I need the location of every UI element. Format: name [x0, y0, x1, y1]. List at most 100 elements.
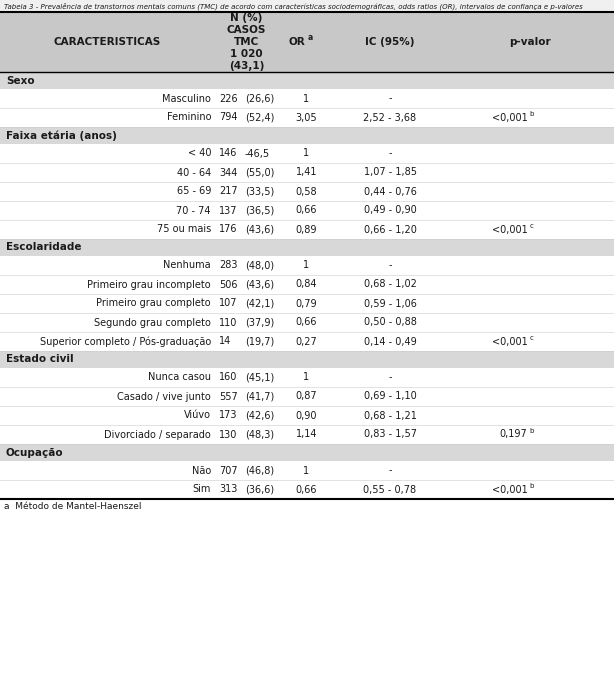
Bar [0, 480, 614, 499]
Text: Feminino: Feminino [166, 112, 211, 122]
Bar [0, 0, 614, 12]
Text: Sim: Sim [193, 484, 211, 494]
Text: Escolaridade: Escolaridade [6, 243, 82, 252]
Bar [0, 144, 614, 163]
Text: 0,59 - 1,06: 0,59 - 1,06 [363, 299, 416, 309]
Text: b: b [529, 111, 534, 117]
Text: c: c [529, 223, 534, 229]
Text: (37,9): (37,9) [245, 318, 274, 328]
Text: 506: 506 [219, 279, 238, 290]
Text: 0,79: 0,79 [296, 299, 317, 309]
Text: 176: 176 [219, 224, 238, 235]
Text: OR: OR [289, 37, 306, 47]
Text: (41,7): (41,7) [245, 392, 274, 401]
Text: 217: 217 [219, 186, 238, 197]
Text: (46,8): (46,8) [245, 466, 274, 475]
Text: 40 - 64: 40 - 64 [177, 167, 211, 177]
Text: < 40: < 40 [187, 148, 211, 158]
Text: 1: 1 [303, 466, 309, 475]
Text: 557: 557 [219, 392, 238, 401]
Text: b: b [529, 483, 534, 489]
Text: a: a [308, 33, 313, 41]
Text: Primeiro grau completo: Primeiro grau completo [96, 299, 211, 309]
Bar [0, 461, 614, 480]
Text: Divorciado / separado: Divorciado / separado [104, 430, 211, 439]
Bar [0, 163, 614, 182]
Text: Faixa etária (anos): Faixa etária (anos) [6, 131, 117, 141]
Text: 0,55 - 0,78: 0,55 - 0,78 [363, 484, 416, 494]
Text: 1: 1 [303, 148, 309, 158]
Text: Sexo: Sexo [6, 75, 34, 86]
Text: 0,83 - 1,57: 0,83 - 1,57 [363, 430, 416, 439]
Text: IC (95%): IC (95%) [365, 37, 414, 47]
Text: 0,90: 0,90 [296, 411, 317, 420]
Text: 344: 344 [219, 167, 238, 177]
Text: 146: 146 [219, 148, 238, 158]
Bar [0, 406, 614, 425]
Text: 1,07 - 1,85: 1,07 - 1,85 [363, 167, 416, 177]
Text: -: - [388, 466, 392, 475]
Text: Ocupação: Ocupação [6, 447, 64, 458]
Text: c: c [529, 335, 534, 341]
Text: Viúvo: Viúvo [184, 411, 211, 420]
Text: Segundo grau completo: Segundo grau completo [94, 318, 211, 328]
Text: (42,6): (42,6) [245, 411, 274, 420]
Text: 0,66: 0,66 [296, 205, 317, 216]
Text: 0,49 - 0,90: 0,49 - 0,90 [363, 205, 416, 216]
Text: (52,4): (52,4) [245, 112, 274, 122]
Text: 110: 110 [219, 318, 238, 328]
Text: -: - [388, 94, 392, 103]
Text: Casado / vive junto: Casado / vive junto [117, 392, 211, 401]
Bar [0, 351, 614, 368]
Text: 160: 160 [219, 373, 238, 382]
Text: 0,84: 0,84 [296, 279, 317, 290]
Bar [0, 182, 614, 201]
Text: 283: 283 [219, 260, 238, 271]
Text: 70 - 74: 70 - 74 [176, 205, 211, 216]
Text: b: b [529, 428, 534, 434]
Text: -: - [388, 148, 392, 158]
Text: Nunca casou: Nunca casou [148, 373, 211, 382]
Text: Nenhuma: Nenhuma [163, 260, 211, 271]
Bar [0, 72, 614, 89]
Text: (26,6): (26,6) [245, 94, 274, 103]
Text: 0,66: 0,66 [296, 484, 317, 494]
Text: (43,6): (43,6) [245, 279, 274, 290]
Text: Estado civil: Estado civil [6, 354, 74, 364]
Text: <0,001: <0,001 [492, 484, 527, 494]
Text: (36,6): (36,6) [245, 484, 274, 494]
Text: 137: 137 [219, 205, 238, 216]
Text: 0,66: 0,66 [296, 318, 317, 328]
Text: CARACTERISTICAS: CARACTERISTICAS [54, 37, 161, 47]
Bar [0, 108, 614, 127]
Text: (45,1): (45,1) [245, 373, 274, 382]
Bar [0, 294, 614, 313]
Bar [0, 201, 614, 220]
Text: (55,0): (55,0) [245, 167, 274, 177]
Bar [0, 220, 614, 239]
Text: Tabela 3 - Prevalência de transtornos mentais comuns (TMC) de acordo com caracte: Tabela 3 - Prevalência de transtornos me… [4, 2, 583, 10]
Text: 0,14 - 0,49: 0,14 - 0,49 [363, 337, 416, 347]
Text: 0,27: 0,27 [295, 337, 317, 347]
Text: Masculino: Masculino [162, 94, 211, 103]
Text: 1: 1 [303, 94, 309, 103]
Text: 707: 707 [219, 466, 238, 475]
Text: (43,6): (43,6) [245, 224, 274, 235]
Text: 14: 14 [219, 337, 231, 347]
Text: 1: 1 [303, 260, 309, 271]
Text: (19,7): (19,7) [245, 337, 274, 347]
Text: 0,68 - 1,02: 0,68 - 1,02 [363, 279, 416, 290]
Text: 2,52 - 3,68: 2,52 - 3,68 [363, 112, 416, 122]
Text: -: - [388, 373, 392, 382]
Text: p-valor: p-valor [508, 37, 550, 47]
Text: 794: 794 [219, 112, 238, 122]
Text: <0,001: <0,001 [492, 224, 527, 235]
Bar [0, 368, 614, 387]
Text: 1,14: 1,14 [296, 430, 317, 439]
Bar [0, 275, 614, 294]
Bar [0, 12, 614, 72]
Text: 0,89: 0,89 [296, 224, 317, 235]
Bar [0, 425, 614, 444]
Text: 173: 173 [219, 411, 238, 420]
Bar [0, 239, 614, 256]
